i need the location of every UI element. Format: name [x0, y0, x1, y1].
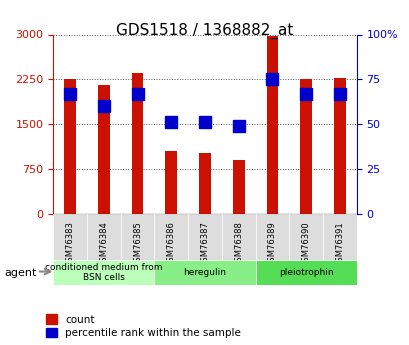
Legend: count, percentile rank within the sample: count, percentile rank within the sample: [46, 315, 240, 338]
FancyBboxPatch shape: [53, 214, 87, 260]
Text: GSM76387: GSM76387: [200, 221, 209, 267]
Bar: [199, 153, 210, 214]
Point: [134, 91, 141, 97]
Point: [336, 91, 342, 97]
FancyBboxPatch shape: [289, 214, 322, 260]
FancyBboxPatch shape: [87, 214, 120, 260]
Text: conditioned medium from
BSN cells: conditioned medium from BSN cells: [45, 263, 162, 282]
FancyBboxPatch shape: [255, 214, 289, 260]
FancyBboxPatch shape: [53, 260, 154, 285]
FancyBboxPatch shape: [322, 214, 356, 260]
Bar: [98, 85, 110, 214]
Bar: [131, 73, 143, 214]
Text: pleiotrophin: pleiotrophin: [278, 268, 333, 277]
FancyBboxPatch shape: [154, 260, 255, 285]
Point: [100, 104, 107, 109]
Text: GSM76383: GSM76383: [65, 221, 74, 267]
Bar: [333, 78, 345, 214]
Bar: [232, 160, 244, 214]
Text: GSM76386: GSM76386: [166, 221, 175, 267]
Text: GDS1518 / 1368882_at: GDS1518 / 1368882_at: [116, 22, 293, 39]
Point: [235, 123, 241, 129]
Bar: [165, 151, 177, 214]
Text: GSM76385: GSM76385: [133, 221, 142, 267]
Point: [168, 120, 174, 125]
Point: [201, 120, 208, 125]
Text: GSM76391: GSM76391: [335, 221, 344, 266]
Text: GSM76384: GSM76384: [99, 221, 108, 267]
Text: GSM76390: GSM76390: [301, 221, 310, 266]
Text: heregulin: heregulin: [183, 268, 226, 277]
Text: agent: agent: [4, 268, 36, 277]
Bar: [64, 79, 76, 214]
Point: [268, 77, 275, 82]
FancyBboxPatch shape: [221, 214, 255, 260]
FancyBboxPatch shape: [188, 214, 221, 260]
FancyBboxPatch shape: [255, 260, 356, 285]
Bar: [299, 79, 311, 214]
Text: GSM76388: GSM76388: [234, 221, 243, 267]
FancyBboxPatch shape: [120, 214, 154, 260]
Point: [67, 91, 73, 97]
Bar: [266, 36, 278, 214]
Point: [302, 91, 309, 97]
FancyBboxPatch shape: [154, 214, 188, 260]
Text: GSM76389: GSM76389: [267, 221, 276, 267]
